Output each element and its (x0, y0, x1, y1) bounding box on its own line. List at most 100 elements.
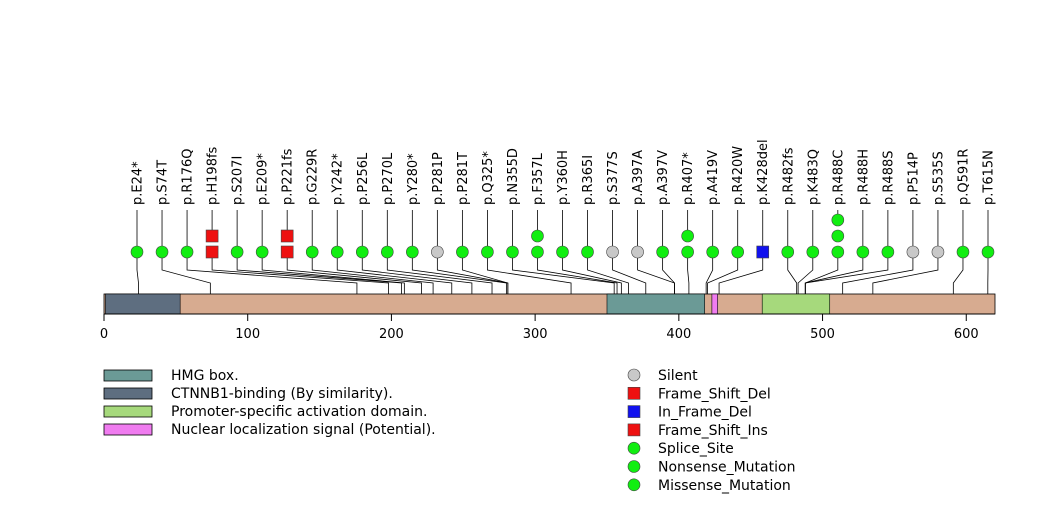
mutation-label: p.P270L (381, 152, 396, 205)
mutation-connector (718, 252, 764, 294)
mutation-label: p.R407* (681, 152, 696, 205)
mutation-label: p.Y360H (556, 150, 571, 205)
mutation-label: p.A397V (656, 150, 671, 205)
mutation-marker-circle (706, 245, 719, 259)
protein-track (103, 293, 996, 315)
mutation-marker-circle (180, 245, 194, 259)
mutation-marker-circle (506, 245, 519, 259)
mutation-marker-circle (656, 245, 669, 259)
legend-mutation-circle (627, 478, 641, 492)
mutation-label: p.F357L (531, 152, 546, 205)
mutation-marker-circle (606, 245, 619, 259)
mutation-label: p.R488S (881, 151, 896, 205)
mutation-marker-circle (481, 245, 494, 259)
mutation-type-legend: Silent Frame_Shift_Del In_Frame_Del Frame_S… (627, 368, 795, 494)
mutation-marker-circle (731, 245, 745, 259)
mutation-label: p.S74T (156, 160, 171, 205)
mutation-label: p.E209* (256, 153, 271, 205)
domain-legend: HMG box. CTNNB1-binding (By similarity). P… (103, 368, 436, 438)
mutation-connector (361, 252, 473, 294)
mutation-marker-circle (681, 245, 694, 259)
mutation-connector (261, 252, 405, 294)
mutation-label: p.P281P (431, 152, 446, 205)
mutation-connector (487, 252, 572, 294)
mutation-connector (411, 252, 507, 294)
mutation-marker-circle (456, 245, 469, 259)
axis-tick-label: 100 (235, 327, 260, 342)
mutation-connector (787, 252, 798, 294)
legend-domain-label: HMG box. (171, 368, 239, 384)
mutation-marker-circle (981, 245, 995, 259)
mutation-connector (161, 252, 211, 294)
mutation-connector (211, 252, 389, 294)
mutation-label: p.S207I (231, 156, 246, 205)
legend-mutation-label: Frame_Shift_Del (658, 386, 771, 402)
legend-mutation-square (627, 386, 641, 400)
mutation-marker-circle (831, 245, 845, 259)
mutation-connector (804, 252, 864, 294)
mutation-marker-circle (831, 229, 845, 243)
mutation-marker-square (756, 245, 770, 259)
legend-mutation-circle (627, 368, 641, 382)
mutation-connector (612, 252, 647, 294)
mutation-marker-circle (556, 245, 569, 259)
mutation-marker-square (280, 229, 294, 243)
mutation-connector (562, 252, 622, 294)
mutation-marker-circle (155, 245, 169, 259)
mutation-labels: p.E24* p.S74T p.R176Q p.H198fs p.S207I p.E209… (131, 139, 997, 205)
legend-mutation-label: Frame_Shift_Ins (658, 423, 768, 439)
legend-mutation-circle (627, 460, 641, 473)
legend-domain-label: CTNNB1-binding (By similarity). (171, 386, 393, 402)
mutation-marker-circle (631, 245, 644, 259)
mutation-label: p.P221fs (281, 148, 296, 205)
mutation-label: p.Q325* (481, 151, 496, 205)
mutation-label: p.K483Q (806, 149, 821, 205)
mutation-connector (872, 252, 939, 294)
mutation-marker-square (280, 245, 294, 259)
legend-domain-label: Promoter-specific activation domain. (171, 404, 427, 420)
mutation-label: p.S377S (606, 151, 621, 205)
mutation-marker-circle (355, 245, 369, 259)
mutation-label: p.A397A (631, 150, 646, 205)
mutation-connector (637, 252, 675, 294)
mutation-markers (130, 213, 995, 259)
mutation-label: p.K428del (756, 139, 771, 205)
domain-region (105, 293, 181, 315)
mutation-connector (336, 252, 453, 294)
mutation-label: p.P514P (906, 152, 921, 205)
mutation-connector (804, 252, 889, 294)
legend-mutation-label: Nonsense_Mutation (658, 460, 795, 476)
mutation-label: p.A419V (706, 150, 721, 205)
mutation-label: p.P256L (356, 152, 371, 205)
mutation-label: p.Y242* (331, 153, 346, 205)
mutation-connector (797, 252, 814, 294)
mutation-connector (662, 252, 675, 294)
legend-domain-swatch (103, 405, 153, 418)
mutation-label: p.T615N (982, 150, 997, 205)
legend-mutation-square (627, 423, 641, 437)
legend-domain-swatch (103, 369, 153, 382)
mutation-connector (461, 252, 509, 294)
mutation-marker-circle (781, 245, 795, 259)
mutation-label: p.H198fs (206, 146, 221, 205)
domain-region (711, 293, 718, 315)
axis-tick-label: 300 (523, 327, 548, 342)
mutation-connector (286, 252, 422, 294)
protein-backbone (103, 293, 996, 315)
mutation-marker-circle (956, 245, 970, 259)
legend-mutation-circle (627, 441, 641, 455)
mutation-connector (537, 252, 618, 294)
mutation-connector (386, 252, 493, 294)
mutation-label: p.R176Q (181, 149, 196, 205)
legend-domain-label: Nuclear localization signal (Potential). (171, 422, 436, 438)
mutation-connector (311, 252, 434, 294)
mutation-label: p.R420W (731, 146, 746, 205)
mutation-label: p.R488C (831, 150, 846, 205)
mutation-connector (705, 252, 714, 294)
axis-tick-label: 600 (954, 327, 979, 342)
mutation-marker-circle (255, 245, 269, 259)
mutation-label: p.R365I (581, 155, 596, 205)
mutation-marker-circle (406, 245, 419, 259)
mutation-label: p.Y280* (406, 153, 421, 205)
